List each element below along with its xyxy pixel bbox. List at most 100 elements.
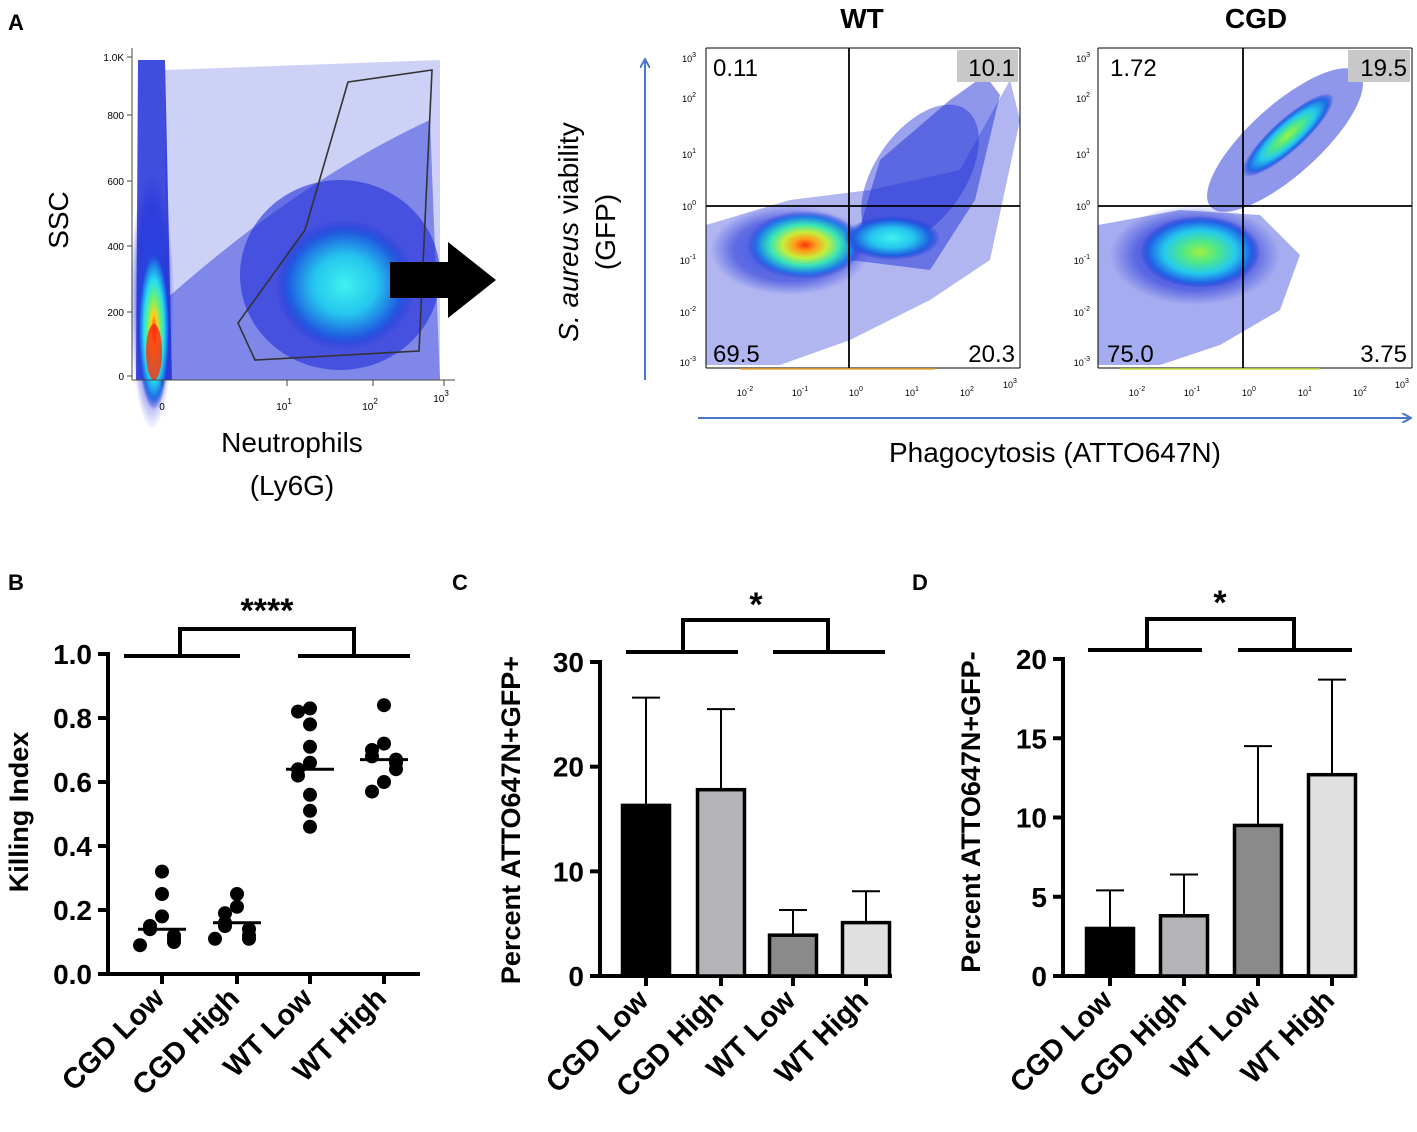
wt-flow-plot: WT 0.11 10.1 69.5 20.3 103 102 101 100 1… [680,3,1021,398]
y-tick-label: 0.4 [53,831,92,862]
data-point [143,922,157,937]
data-point [303,803,317,818]
y-tick-label: 5 [1031,882,1047,913]
data-point [155,864,169,879]
wt-quadrant-lr: 20.3 [968,341,1015,368]
wt-ytick: 103 [682,52,696,64]
cgd-ytick: 10-1 [1074,254,1090,266]
y-tick-label: 0 [1031,961,1047,992]
c-bars [620,696,892,978]
y-tick-label: 0.2 [53,895,92,926]
data-point [133,938,147,953]
data-point [377,775,391,789]
ssc-ytick: 0 [118,372,124,383]
ssc-ytick: 600 [107,177,124,188]
c-significance-label: * [749,586,763,624]
data-point [365,784,379,799]
y-tick-label: 1.0 [53,639,92,670]
ssc-density [130,60,440,430]
bar [840,920,892,978]
phagocytosis-axis-label: Phagocytosis (ATTO647N) [889,437,1221,468]
d-significance-bracket [1088,617,1352,652]
wt-density [706,75,1020,365]
data-point [291,704,305,719]
wt-ytick: 10-3 [680,356,696,368]
wt-title: WT [840,3,884,34]
cgd-xtick: 101 [1298,386,1312,398]
cgd-quadrant-ur: 19.5 [1360,55,1407,82]
data-point [218,906,232,921]
cgd-xtick: 102 [1353,386,1367,398]
viability-axis-label-line2: (GFP) [590,194,621,270]
wt-quadrant-ur: 10.1 [968,55,1015,82]
wt-xtick: 103 [1003,378,1017,390]
ssc-y-ticks: 1.0K 800 600 400 200 0 [103,53,132,383]
data-point [303,819,317,834]
b-y-axis: 0.0 0.2 0.4 0.6 0.8 1.0 [53,639,420,990]
b-points [133,698,408,953]
cgd-ytick: 10-2 [1074,306,1090,318]
wt-ytick: 101 [682,148,696,160]
cgd-quadrant-ul: 1.72 [1110,55,1157,82]
b-significance-bracket [124,627,410,658]
data-point [303,755,317,770]
wt-ytick: 10-2 [680,306,696,318]
data-point [230,899,244,914]
data-point [303,739,317,754]
cgd-flow-plot: CGD 1.72 19.5 75.0 3.75 103 102 101 100 … [1074,3,1413,398]
wt-y-ticks: 103 102 101 100 10-1 10-2 10-3 [680,52,696,368]
d-significance-label: * [1213,584,1227,622]
cgd-ytick: 10-3 [1074,356,1090,368]
ssc-x-label-line2: (Ly6G) [250,470,335,501]
y-tick-label: 0.0 [53,959,92,990]
wt-xtick: 100 [849,386,863,398]
cgd-ytick: 100 [1076,200,1090,212]
cgd-y-ticks: 103 102 101 100 10-1 10-2 10-3 [1074,52,1090,368]
panel-letter-c: C [452,570,468,595]
ssc-xtick: 103 [433,389,449,405]
cgd-density [1098,68,1363,365]
ssc-ytick: 800 [107,111,124,122]
y-tick-label: 0 [568,961,584,992]
data-point [155,909,169,924]
wt-quadrant-ul: 0.11 [713,55,758,82]
data-point [365,749,379,764]
b-y-label: Killing Index [4,732,34,893]
data-point [218,919,232,933]
cgd-ytick: 101 [1076,148,1090,160]
panel-letter-d: D [912,570,928,595]
wt-x-ticks: 10-2 10-1 100 101 102 103 [737,378,1017,398]
wt-highlight-box [957,50,1018,82]
data-point [208,931,222,946]
wt-xtick: 101 [905,386,919,398]
cgd-x-ticks: 10-2 10-1 100 101 102 103 [1129,378,1409,398]
cgd-title: CGD [1225,3,1287,34]
data-point [167,935,181,949]
panel-letter-a: A [8,10,24,35]
c-y-label: Percent ATTO647N+GFP+ [496,656,526,984]
data-point [303,701,317,716]
data-point [389,762,403,777]
d-y-label: Percent ATTO647N+GFP- [956,651,986,972]
ssc-ytick: 1.0K [103,53,124,64]
ssc-plot: 1.0K 800 600 400 200 0 0 101 102 103 SSC… [43,48,455,501]
ssc-ytick: 400 [107,242,124,253]
data-point [291,768,305,783]
cgd-quadrant-lr: 3.75 [1360,341,1407,368]
y-tick-label: 30 [553,647,584,678]
wt-xtick: 10-2 [737,386,753,398]
data-point [230,887,244,901]
y-tick-label: 15 [1016,723,1047,754]
bar [1084,926,1136,978]
neutrophil-gate [237,69,433,361]
bar [620,803,672,978]
ssc-x-label-line1: Neutrophils [221,427,363,458]
gate-arrow-icon [390,242,496,318]
cgd-xtick: 103 [1395,378,1409,390]
y-tick-label: 0.8 [53,703,92,734]
